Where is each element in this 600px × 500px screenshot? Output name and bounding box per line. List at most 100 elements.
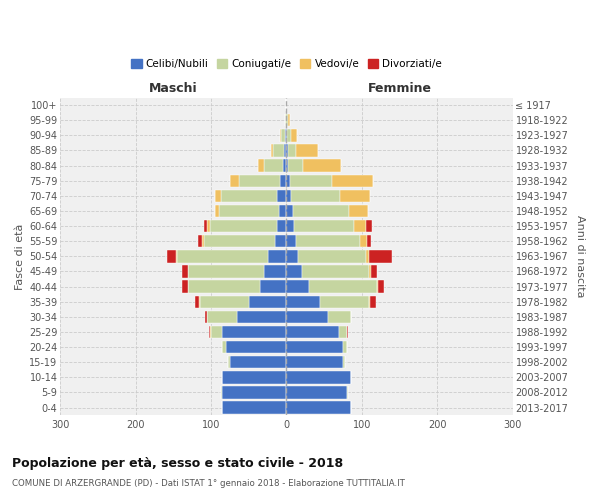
Bar <box>268 250 286 262</box>
Bar <box>221 386 223 398</box>
Bar <box>294 220 355 232</box>
Bar <box>286 326 339 338</box>
Bar <box>286 114 288 126</box>
Bar <box>309 280 377 293</box>
Bar <box>238 310 286 323</box>
Bar <box>230 174 239 187</box>
Bar <box>302 266 370 278</box>
Bar <box>339 326 347 338</box>
Bar <box>320 296 370 308</box>
Y-axis label: Anni di nascita: Anni di nascita <box>575 215 585 298</box>
Bar <box>208 220 209 232</box>
Text: Femmine: Femmine <box>368 82 431 94</box>
Bar <box>177 250 268 262</box>
Bar <box>286 356 343 368</box>
Bar <box>296 235 359 248</box>
Bar <box>286 129 287 141</box>
Bar <box>286 144 288 156</box>
Bar <box>223 326 286 338</box>
Bar <box>195 296 199 308</box>
Bar <box>223 402 286 414</box>
Bar <box>286 235 296 248</box>
Bar <box>286 310 328 323</box>
Bar <box>286 190 291 202</box>
Bar <box>370 296 376 308</box>
Bar <box>286 371 350 384</box>
Bar <box>273 144 284 156</box>
Bar <box>260 280 286 293</box>
Bar <box>188 266 264 278</box>
Bar <box>286 174 290 187</box>
Bar <box>303 160 341 172</box>
Bar <box>203 235 275 248</box>
Bar <box>349 205 368 217</box>
Text: Maschi: Maschi <box>149 82 198 94</box>
Bar <box>347 326 349 338</box>
Bar <box>277 220 286 232</box>
Bar <box>223 371 286 384</box>
Bar <box>258 160 264 172</box>
Bar <box>286 386 347 398</box>
Bar <box>284 144 286 156</box>
Bar <box>288 160 303 172</box>
Bar <box>332 174 373 187</box>
Bar <box>198 235 202 248</box>
Bar <box>350 371 352 384</box>
Bar <box>291 129 297 141</box>
Bar <box>209 326 211 338</box>
Bar <box>275 235 286 248</box>
Text: COMUNE DI ARZERGRANDE (PD) - Dati ISTAT 1° gennaio 2018 - Elaborazione TUTTITALI: COMUNE DI ARZERGRANDE (PD) - Dati ISTAT … <box>12 479 405 488</box>
Bar <box>208 310 238 323</box>
Bar <box>365 220 371 232</box>
Bar <box>271 144 273 156</box>
Legend: Celibi/Nubili, Coniugati/e, Vedovi/e, Divorziati/e: Celibi/Nubili, Coniugati/e, Vedovi/e, Di… <box>127 55 446 74</box>
Bar <box>223 386 286 398</box>
Bar <box>218 205 279 217</box>
Bar <box>328 310 350 323</box>
Bar <box>209 220 277 232</box>
Bar <box>371 266 377 278</box>
Bar <box>280 129 281 141</box>
Bar <box>223 341 226 353</box>
Bar <box>202 235 203 248</box>
Bar <box>378 280 384 293</box>
Bar <box>286 205 293 217</box>
Bar <box>230 356 286 368</box>
Bar <box>288 144 296 156</box>
Bar <box>239 174 280 187</box>
Bar <box>377 280 378 293</box>
Bar <box>286 250 298 262</box>
Bar <box>205 310 208 323</box>
Bar <box>167 250 176 262</box>
Bar <box>203 220 208 232</box>
Bar <box>343 341 347 353</box>
Bar <box>286 220 294 232</box>
Bar <box>182 280 188 293</box>
Bar <box>355 220 365 232</box>
Bar <box>298 250 365 262</box>
Bar <box>229 356 230 368</box>
Bar <box>286 341 343 353</box>
Bar <box>293 205 349 217</box>
Bar <box>188 280 260 293</box>
Bar <box>288 114 290 126</box>
Text: Popolazione per età, sesso e stato civile - 2018: Popolazione per età, sesso e stato civil… <box>12 458 343 470</box>
Bar <box>286 296 320 308</box>
Bar <box>287 129 291 141</box>
Bar <box>280 174 286 187</box>
Bar <box>370 266 371 278</box>
Bar <box>343 356 344 368</box>
Bar <box>286 280 309 293</box>
Bar <box>291 190 340 202</box>
Bar <box>249 296 286 308</box>
Bar <box>286 160 288 172</box>
Bar <box>365 250 370 262</box>
Bar <box>200 296 249 308</box>
Bar <box>290 174 332 187</box>
Bar <box>199 296 200 308</box>
Bar <box>211 326 223 338</box>
Bar <box>221 190 277 202</box>
Bar <box>215 205 218 217</box>
Bar <box>281 129 285 141</box>
Bar <box>286 402 350 414</box>
